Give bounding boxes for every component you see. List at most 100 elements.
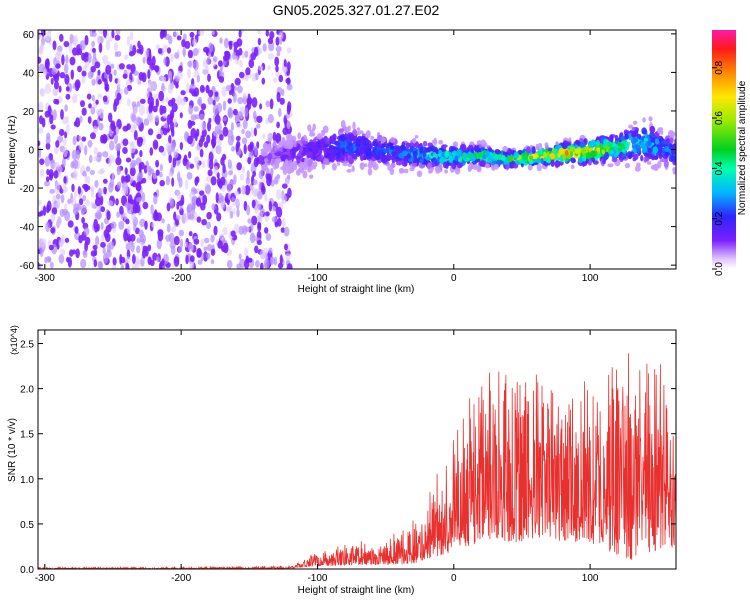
- signal-blob: [394, 149, 402, 154]
- noise-blob: [158, 90, 165, 102]
- noise-blob: [113, 133, 118, 145]
- signal-blob: [433, 137, 438, 146]
- noise-blob: [111, 30, 115, 39]
- noise-blob: [265, 233, 272, 241]
- signal-blob: [590, 139, 596, 148]
- noise-blob: [210, 176, 217, 186]
- signal-blob: [658, 153, 663, 160]
- signal-blob: [334, 141, 340, 147]
- signal-blob: [456, 162, 463, 169]
- noise-blob: [179, 112, 183, 119]
- noise-blob: [188, 151, 192, 159]
- signal-blob: [295, 155, 301, 160]
- noise-blob: [84, 61, 90, 68]
- noise-blob: [72, 169, 78, 180]
- noise-blob: [102, 247, 106, 255]
- noise-blob: [143, 165, 148, 174]
- signal-blob: [636, 162, 641, 168]
- noise-blob: [161, 76, 167, 82]
- noise-blob: [64, 203, 68, 210]
- noise-blob: [233, 190, 240, 196]
- signal-blob: [554, 160, 561, 168]
- noise-blob: [286, 263, 293, 269]
- noise-blob: [243, 144, 247, 155]
- noise-blob: [256, 123, 261, 129]
- noise-blob: [89, 169, 95, 176]
- signal-blob: [487, 147, 492, 152]
- noise-blob: [138, 162, 142, 173]
- signal-blob: [610, 134, 614, 143]
- signal-blob: [323, 148, 329, 156]
- noise-blob: [216, 212, 222, 222]
- noise-blob: [257, 30, 261, 35]
- signal-blob: [631, 131, 636, 138]
- signal-blob: [607, 163, 614, 168]
- noise-blob: [91, 31, 97, 37]
- noise-blob: [184, 40, 191, 49]
- noise-blob: [236, 38, 243, 47]
- signal-blob: [381, 136, 386, 144]
- noise-blob: [194, 132, 198, 142]
- x-tick-label: -100: [307, 573, 327, 584]
- signal-blob: [283, 144, 289, 149]
- noise-blob: [122, 138, 129, 146]
- noise-blob: [113, 98, 120, 107]
- noise-blob: [232, 108, 238, 116]
- noise-blob: [79, 115, 83, 123]
- signal-blob: [367, 168, 373, 176]
- noise-blob: [267, 113, 274, 124]
- noise-blob: [45, 31, 52, 42]
- noise-blob: [157, 48, 163, 55]
- noise-blob: [228, 170, 234, 176]
- noise-blob: [38, 56, 42, 64]
- signal-blob: [284, 140, 289, 146]
- noise-blob: [63, 63, 69, 74]
- noise-blob: [253, 127, 257, 137]
- signal-blob: [663, 160, 669, 168]
- noise-blob: [286, 47, 292, 54]
- noise-blob: [114, 51, 119, 57]
- noise-blob: [231, 196, 235, 202]
- signal-blob: [381, 155, 388, 164]
- noise-blob: [44, 58, 50, 70]
- noise-blob: [45, 136, 51, 144]
- snr-frame: [37, 329, 677, 570]
- signal-blob: [640, 142, 646, 149]
- noise-blob: [81, 70, 87, 77]
- noise-blob: [218, 68, 223, 78]
- noise-blob: [82, 250, 88, 258]
- noise-blob: [155, 169, 160, 176]
- signal-blob: [406, 153, 411, 160]
- noise-blob: [159, 171, 163, 178]
- noise-blob: [38, 48, 43, 54]
- noise-blob: [78, 141, 84, 151]
- noise-blob: [77, 203, 81, 211]
- spectrogram-x-axis: -300 -200 -100 0 100: [35, 30, 599, 284]
- noise-blob: [62, 138, 67, 146]
- colorbar-tick-label: 0.4: [714, 161, 725, 175]
- noise-blob: [235, 55, 240, 65]
- noise-blob: [44, 180, 50, 187]
- noise-blob: [276, 121, 280, 129]
- noise-blob: [112, 257, 117, 266]
- snr-y-label: SNR (10 * v/v): [7, 418, 18, 482]
- noise-blob: [126, 123, 131, 130]
- noise-blob: [68, 42, 73, 54]
- noise-blob: [242, 92, 247, 99]
- signal-blob: [270, 167, 274, 176]
- noise-blob: [49, 261, 54, 269]
- noise-blob: [102, 95, 108, 103]
- noise-blob: [238, 71, 245, 79]
- signal-blob: [365, 149, 371, 155]
- noise-blob: [118, 63, 125, 70]
- noise-blob: [126, 35, 131, 47]
- noise-blob: [59, 208, 65, 218]
- noise-blob: [168, 134, 172, 144]
- signal-blob: [428, 168, 434, 174]
- noise-blob: [241, 128, 245, 135]
- noise-blob: [151, 222, 155, 228]
- y-tick-label: 1.5: [20, 430, 34, 441]
- signal-blob: [661, 140, 668, 145]
- noise-blob: [203, 46, 210, 53]
